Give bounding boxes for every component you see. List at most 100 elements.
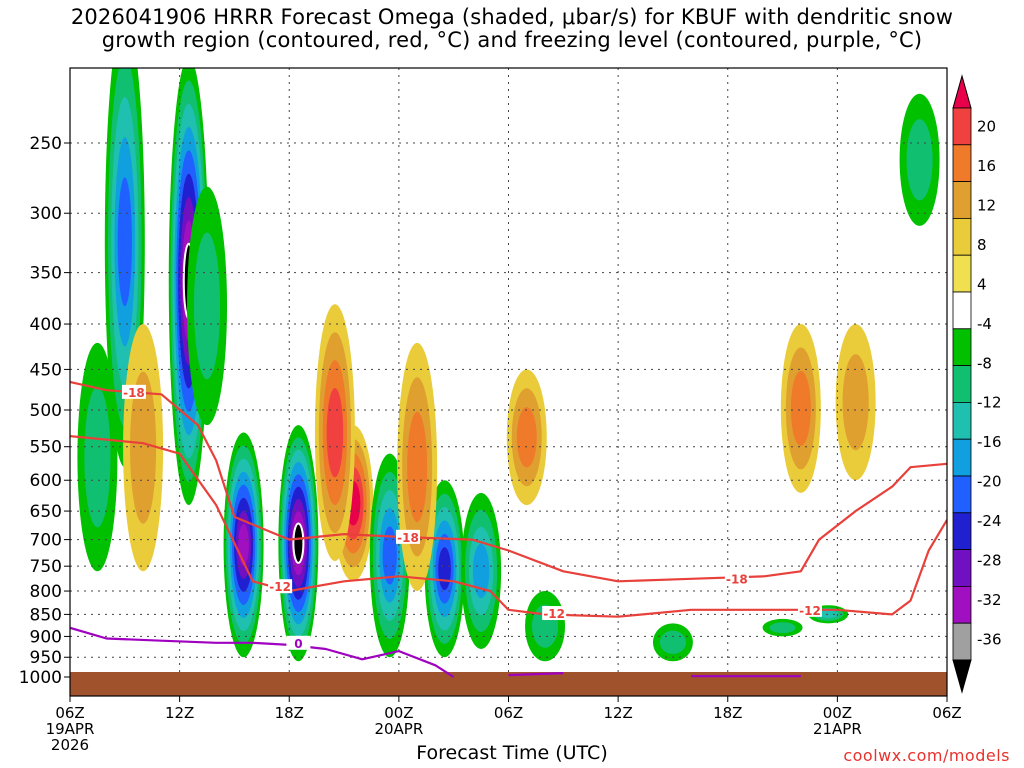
omega-cell-0 (77, 342, 118, 572)
y-tick-label-950: 950 (30, 648, 62, 668)
contour-label-2: -18 (726, 572, 748, 586)
omega-cell-13 (506, 369, 547, 506)
colorbar: 20 16 12 8 4 -4 -8 -12 -16 -20 -24 -28 -32 -36 (952, 74, 1002, 694)
y-tick-label-300: 300 (30, 204, 62, 224)
x-tick-label-24: 06Z (494, 704, 523, 722)
omega-cell-4 (278, 425, 319, 662)
y-tick-label-800: 800 (30, 582, 62, 602)
y-tick-label-850: 850 (30, 605, 62, 625)
colorbar-label-9: -20 (977, 473, 1002, 491)
contour-label-1: -18 (397, 531, 419, 545)
omega-cell-6 (187, 186, 228, 426)
x-tick-label-6: 12Z (165, 704, 194, 722)
colorbar-seg-3 (952, 181, 972, 219)
chart-title: 2026041906 HRRR Forecast Omega (shaded, … (0, 6, 1024, 52)
colorbar-seg-11 (952, 475, 972, 514)
omega-level-12 (790, 370, 811, 446)
y-tick-label-250: 250 (30, 134, 62, 154)
x-axis-title: Forecast Time (UTC) (416, 742, 608, 764)
omega-level--36 (292, 522, 305, 564)
colorbar-label-13: -36 (977, 630, 1002, 648)
contour-label-bg-6 (286, 635, 311, 650)
colorbar-seg-9 (952, 401, 972, 440)
omega-level--8 (193, 232, 221, 380)
colorbar-bottom-arrow (952, 659, 972, 694)
y-tick-label-1000: 1000 (19, 668, 62, 688)
contour-label-bg-0 (121, 384, 146, 399)
colorbar-seg-7 (952, 328, 972, 366)
y-axis: 2503003504004505005506006507007508008509… (19, 134, 70, 688)
y-tick-label-400: 400 (30, 315, 62, 335)
colorbar-label-12: -32 (977, 591, 1002, 609)
colorbar-seg-5 (952, 254, 972, 293)
x-date-label-42: 21APR (813, 720, 862, 738)
credit-text: coolwx.com/models (843, 746, 1010, 765)
colorbar-seg-10 (952, 438, 972, 477)
y-tick-label-550: 550 (30, 438, 62, 458)
colorbar-label-8: -16 (977, 433, 1002, 451)
colorbar-top-arrow (952, 74, 972, 109)
omega-cell-18 (899, 93, 940, 226)
omega-level--16 (472, 543, 490, 599)
contour-label-bg-4 (542, 606, 567, 621)
contour-label-4: -12 (543, 607, 565, 621)
contour-label-3: -12 (269, 580, 291, 594)
x-tick-label-36: 18Z (713, 704, 742, 722)
colorbar-label-7: -12 (977, 394, 1002, 412)
colorbar-seg-2 (952, 144, 972, 183)
omega-cell-17 (835, 324, 876, 481)
colorbar-seg-15 (952, 622, 972, 661)
y-tick-label-700: 700 (30, 531, 62, 551)
omega-level--8 (769, 622, 796, 634)
contour-label-bg-5 (797, 602, 822, 617)
omega-cell-15 (652, 623, 693, 662)
x-tick-label-48: 06Z (932, 704, 961, 722)
colorbar-label-3: 8 (977, 236, 987, 254)
x-tick-label-0: 06Z (55, 704, 84, 722)
colorbar-seg-1 (952, 107, 972, 146)
x-date-label-18: 20APR (374, 720, 423, 738)
colorbar-label-2: 12 (977, 197, 996, 215)
colorbar-seg-8 (952, 365, 972, 403)
colorbar-seg-12 (952, 512, 972, 550)
colorbar-seg-4 (952, 217, 972, 256)
omega-level-16 (326, 388, 344, 478)
omega-level--12 (818, 610, 839, 619)
omega-level-8 (842, 354, 869, 451)
omega-level-12 (516, 407, 537, 468)
colorbar-seg-13 (952, 549, 972, 587)
omega-cell-14 (525, 591, 566, 662)
x-tick-label-42: 00Z (823, 704, 852, 722)
contour-label-bg-2 (724, 571, 749, 586)
y-tick-label-500: 500 (30, 401, 62, 421)
contours: -18 -18 -18 -12 -12 -12 0 (70, 380, 947, 678)
x-date-label-0: 19APR (46, 720, 95, 738)
omega-cell-16 (780, 324, 821, 493)
omega-level--8 (84, 386, 111, 528)
contour-0-3 (508, 672, 564, 677)
omega-level--32 (238, 523, 249, 566)
contour-label-5: -12 (799, 604, 821, 618)
contour--18-0 (70, 380, 947, 583)
title-line-1: 2026041906 HRRR Forecast Omega (shaded, … (70, 5, 954, 29)
contour-label-0: -18 (123, 386, 145, 400)
colorbar-label-11: -28 (977, 551, 1002, 569)
omega-level--8 (659, 630, 687, 654)
x-tick-label-12: 18Z (275, 704, 304, 722)
omega-level--20 (117, 177, 132, 307)
ground-fill (70, 672, 947, 696)
omega-level--8 (906, 119, 933, 201)
omega-cell-3 (223, 432, 264, 658)
x-tick-label-18: 00Z (384, 704, 413, 722)
y-tick-label-650: 650 (30, 502, 62, 522)
omega-level--24 (438, 547, 451, 591)
colorbar-label-5: -4 (977, 315, 992, 333)
contour-label-6: 0 (294, 637, 302, 651)
y-tick-label-900: 900 (30, 627, 62, 647)
omega-cell-12 (397, 342, 438, 592)
x-year-label-0: 2026 (51, 736, 89, 754)
omega-cell-19 (762, 618, 803, 637)
ground-surface (70, 672, 947, 696)
